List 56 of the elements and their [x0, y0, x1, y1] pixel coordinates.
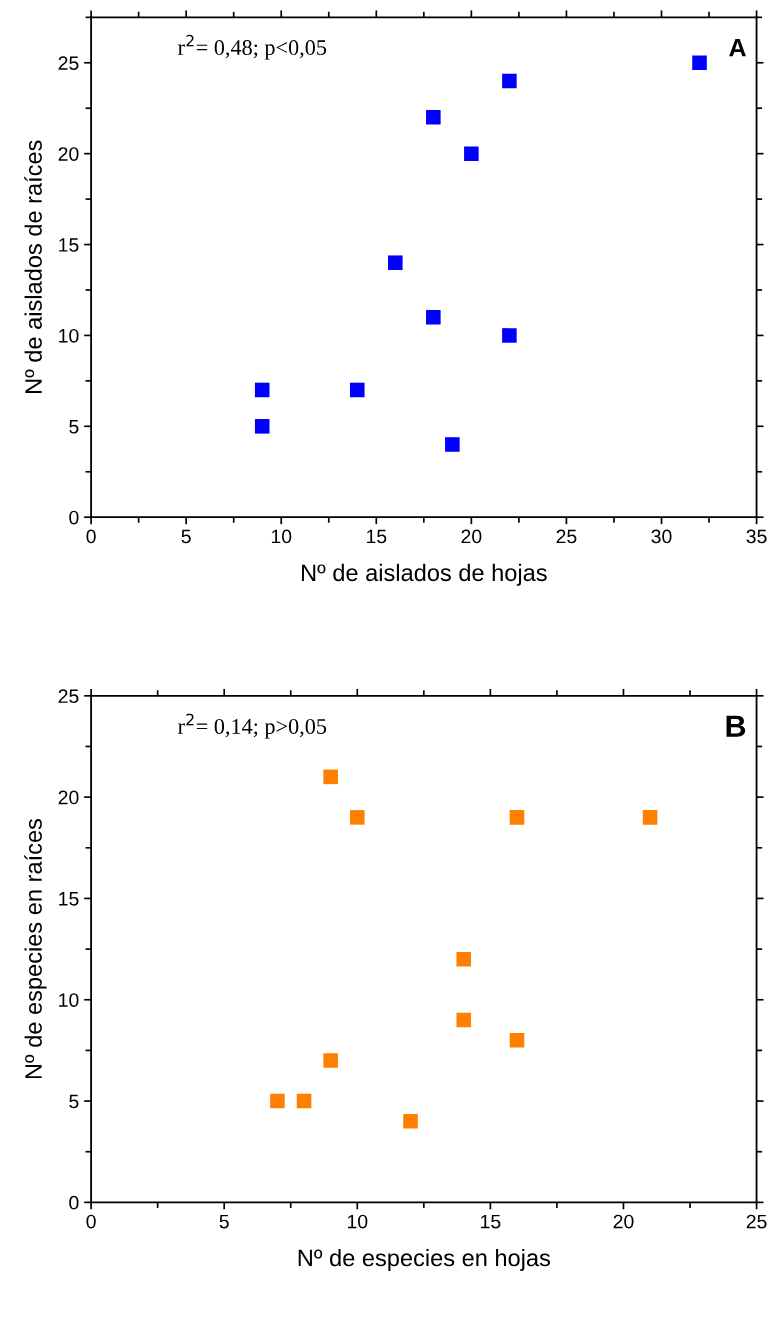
x-tick-label: 0: [86, 1214, 96, 1229]
annotation: B: [726, 715, 746, 737]
point: [403, 1114, 418, 1129]
y-tick-label: 20: [58, 790, 79, 805]
x-tick-label: 20: [613, 1214, 634, 1229]
x-tick-label: 25: [556, 529, 577, 544]
x-tick-label: 15: [366, 529, 387, 544]
point: [509, 810, 525, 825]
x-tick-label: 15: [481, 1214, 501, 1229]
point: [445, 437, 460, 452]
y-tick-label: 5: [69, 1094, 79, 1109]
y-tick-label: 15: [59, 238, 79, 252]
point: [254, 419, 270, 434]
x-tick-label: 10: [347, 1214, 368, 1229]
y-tick-label: 5: [69, 419, 79, 434]
annotation: A: [729, 39, 746, 57]
point: [456, 1012, 472, 1028]
point: [502, 328, 517, 343]
point: [426, 110, 441, 125]
y-tick-label: 25: [58, 56, 79, 71]
y-tick-label: 0: [69, 510, 79, 525]
x-tick-label: 5: [181, 529, 191, 544]
y-tick-label: 10: [59, 993, 79, 1007]
x-axis-title: Nº de aislados de hojas: [302, 563, 547, 586]
y-tick-label: 25: [58, 689, 79, 704]
point: [426, 309, 441, 325]
y-axis-title: Nº de aislados de raíces: [24, 140, 42, 393]
point: [692, 55, 707, 71]
point: [270, 1093, 285, 1109]
point: [642, 810, 658, 825]
point: [254, 382, 270, 398]
y-axis-title: Nº de especies en raíces: [24, 818, 47, 1079]
point: [388, 255, 403, 271]
y-tick-label: 20: [58, 147, 79, 161]
point: [456, 951, 472, 967]
point: [296, 1093, 312, 1109]
x-tick-label: 0: [86, 529, 96, 544]
point: [350, 810, 365, 825]
point: [464, 146, 479, 161]
y-tick-label: 10: [59, 328, 79, 343]
point: [350, 382, 365, 398]
x-axis-title: Nº de especies en hojas: [298, 1248, 551, 1271]
x-tick-label: 5: [219, 1214, 229, 1229]
x-tick-label: 10: [271, 529, 292, 544]
x-tick-label: 30: [651, 529, 672, 544]
annotation: r$^{2}$= 0,14; p>0,05: [178, 713, 327, 739]
y-tick-label: 15: [59, 892, 79, 906]
point: [323, 769, 338, 785]
point: [502, 73, 517, 89]
x-tick-label: 20: [461, 529, 482, 544]
x-tick-label: 35: [746, 529, 767, 544]
point: [509, 1032, 525, 1048]
x-tick-label: 25: [746, 1214, 767, 1229]
annotation: r$^{2}$= 0,48; p<0,05: [178, 34, 327, 60]
point: [323, 1053, 338, 1068]
y-tick-label: 0: [69, 1195, 79, 1210]
